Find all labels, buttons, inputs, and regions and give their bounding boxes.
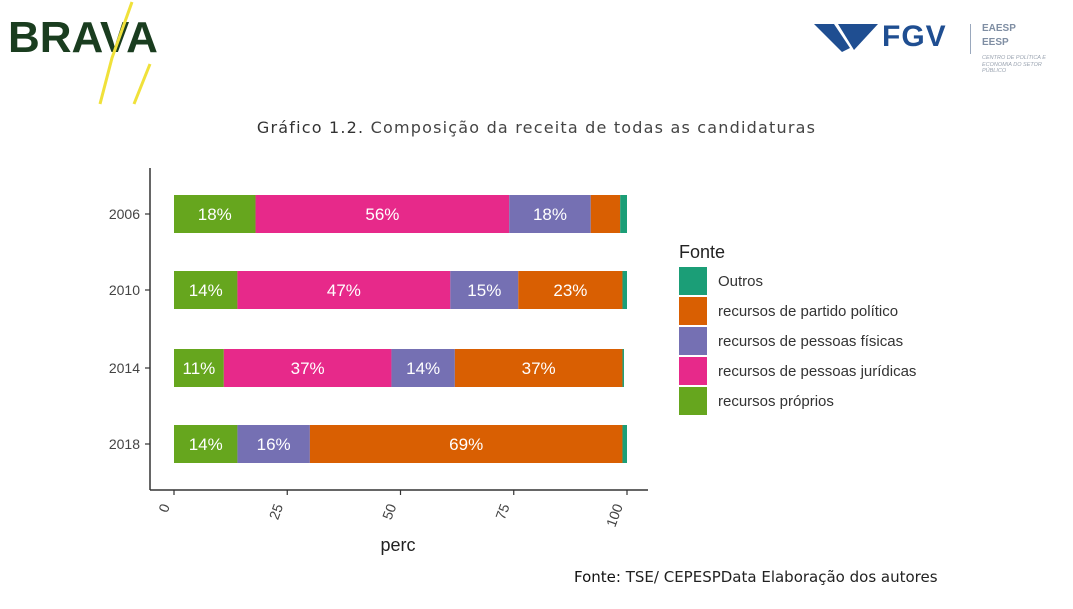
school-eesp: EESP [982,37,1009,48]
x-tick-label-0: 0 [155,501,173,514]
legend-label-pessoas_juridicas: recursos de pessoas jurídicas [718,363,916,380]
data-label-2010-pessoas_fisicas: 15% [467,281,501,300]
legend-swatch-pessoas_fisicas [679,327,707,355]
bar-2018-outros [622,425,627,463]
source-label: Fonte: [574,568,621,586]
brava-logo: BRAVA [8,1,158,105]
data-label-2014-recursos_proprios: 11% [183,359,216,378]
y-tick-label-2014: 2014 [109,360,140,376]
x-tick-label-25: 25 [266,501,286,521]
data-label-2010-recursos_proprios: 14% [189,281,223,300]
x-tick-label-50: 50 [379,501,399,521]
school-subtitle: CENTRO DE POLÍTICA E ECONOMIA DO SETOR P… [982,55,1046,74]
data-label-2018-pessoas_fisicas: 16% [257,435,291,454]
data-label-2006-recursos_proprios: 18% [198,205,232,224]
data-label-2006-pessoas_fisicas: 18% [533,205,567,224]
bar-2010-pessoas_fisicas [450,271,519,309]
legend-swatch-outros [679,267,707,295]
data-label-2018-partido_politico: 69% [449,435,483,454]
data-label-2018-recursos_proprios: 14% [189,435,223,454]
y-tick-label-2006: 2006 [109,206,140,222]
legend-label-recursos_proprios: recursos próprios [718,393,834,410]
logo-divider [970,24,971,54]
y-tick-label-2010: 2010 [109,282,140,298]
bar-2010-recursos_proprios [174,271,238,309]
legend-swatch-pessoas_juridicas [679,357,707,385]
bar-2018-recursos_proprios [174,425,238,463]
brava-swoosh [98,1,152,105]
legend-swatch-partido_politico [679,297,707,325]
brava-logo-text: BRAVA [8,13,158,62]
school-eaesp: EAESP [982,23,1016,34]
bar-2006-pessoas_juridicas [255,195,510,233]
bar-2014-pessoas_fisicas [391,349,455,387]
bar-2010-partido_politico [518,271,623,309]
bar-2018-partido_politico [309,425,623,463]
x-axis-title: perc [380,535,415,555]
data-label-2014-pessoas_fisicas: 14% [406,359,440,378]
fgv-logo: FGV EAESP EESP CENTRO DE POLÍTICA E ECON… [812,18,1062,80]
figure-title: Gráfico 1.2. Composição da receita de to… [0,118,1073,137]
bar-2006-outros [620,195,627,233]
bar-2014-partido_politico [454,349,623,387]
bar-2014-outros [622,349,624,387]
stacked-bar-chart: 18% 56% 18% 2006 14% 47% 15% 23% 2010 11% 37% 14% 37… [109,168,916,555]
school-names: EAESP EESP [982,22,1016,50]
data-label-2006-pessoas_juridicas: 56% [365,205,399,224]
bar-2010-pessoas_juridicas [237,271,451,309]
legend-swatch-recursos_proprios [679,387,707,415]
bar-2018-pessoas_fisicas [237,425,310,463]
legend-label-pessoas_fisicas: recursos de pessoas físicas [718,333,903,350]
bar-2014-recursos_proprios [174,349,224,387]
legend-label-outros: Outros [718,273,763,290]
data-label-2014-partido_politico: 37% [522,359,556,378]
bar-2006-pessoas_fisicas [509,195,591,233]
source-note: Fonte: TSE/ CEPESPData Elaboração dos au… [574,568,938,586]
legend-title: Fonte [679,242,725,262]
bar-2006-partido_politico [590,195,621,233]
bar-2010-outros [622,271,627,309]
y-tick-label-2018: 2018 [109,436,140,452]
x-tick-label-75: 75 [492,501,512,521]
legend-label-partido_politico: recursos de partido político [718,303,898,320]
figure-title-prefix: Gráfico 1.2. [256,118,365,137]
source-text: TSE/ CEPESPData Elaboração dos autores [625,568,938,586]
bar-2014-pessoas_juridicas [223,349,392,387]
data-label-2010-pessoas_juridicas: 47% [327,281,361,300]
x-tick-label-100: 100 [603,501,626,529]
figure-title-text: Composição da receita de todas as candid… [370,118,817,137]
fgv-logo-text: FGV [882,20,947,53]
fgv-mark-icon [814,24,878,52]
bar-2006-recursos_proprios [174,195,256,233]
data-label-2010-partido_politico: 23% [553,281,587,300]
data-label-2014-pessoas_juridicas: 37% [291,359,325,378]
